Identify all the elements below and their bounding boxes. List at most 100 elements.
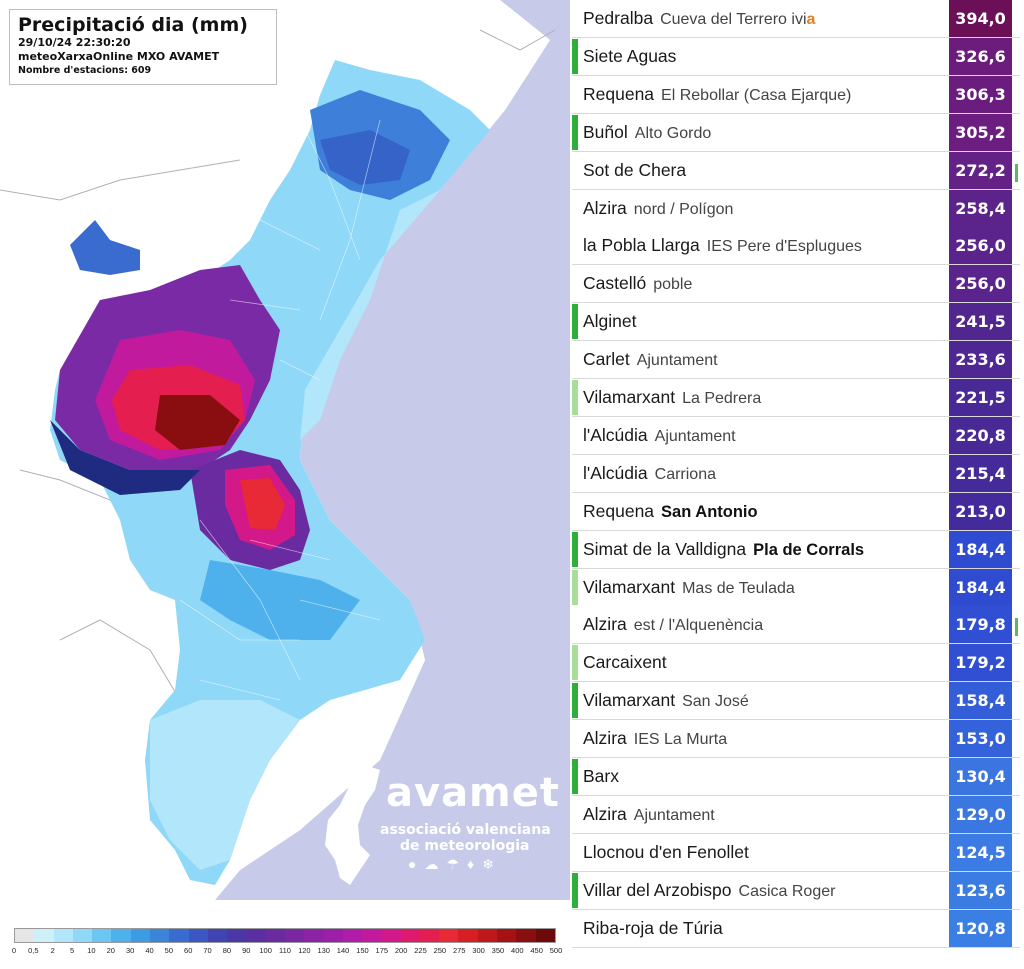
station-name: Carcaixent <box>583 644 667 681</box>
precipitation-value: 130,4 <box>949 758 1012 795</box>
station-place: Llocnou d'en Fenollet <box>583 841 749 862</box>
row-side-marker <box>572 190 578 226</box>
legend-label: 10 <box>87 946 96 955</box>
station-place: Alzira <box>583 197 627 218</box>
station-name: Alzira est / l'Alquenència <box>583 606 763 643</box>
legend-swatch <box>477 929 498 942</box>
station-place: Alzira <box>583 614 627 635</box>
station-place: Requena <box>583 500 655 521</box>
legend-swatch <box>342 929 363 942</box>
station-name: Requena San Antonio <box>583 493 758 530</box>
logo-subtitle-2: de meteorologia <box>400 838 530 854</box>
station-place: Castelló <box>583 273 647 294</box>
ranking-row: Requena El Rebollar (Casa Ejarque) 306,3 <box>572 75 1020 114</box>
station-name: Vilamarxant Mas de Teulada <box>583 569 795 606</box>
legend-label: 250 <box>433 946 447 955</box>
station-place: Carlet <box>583 349 630 370</box>
rain-icon: ☂ <box>446 856 468 872</box>
ranking-row: Riba-roja de Túria 120,8 <box>572 909 1020 948</box>
ranking-row: la Pobla Llarga IES Pere d'Esplugues 256,0 <box>572 227 1020 266</box>
south-mid-blue <box>200 560 360 640</box>
snow-icon: ❄ <box>482 856 502 872</box>
legend-swatch <box>381 929 401 942</box>
precipitation-value: 258,4 <box>949 189 1012 227</box>
legend-swatch <box>246 929 266 942</box>
row-right-marker <box>1015 163 1018 182</box>
station-sublocation: IES La Murta <box>633 731 728 749</box>
station-name: Barx <box>583 758 619 795</box>
legend-label: 50 <box>164 946 174 955</box>
station-place: l'Alcúdia <box>583 462 648 483</box>
weather-icons: ●☁☂♦❄ <box>408 856 502 873</box>
ademuz-exclave <box>70 220 140 275</box>
logo-subtitle-1: associació valenciana <box>380 822 551 838</box>
precipitation-value: 123,6 <box>949 871 1012 909</box>
valencia-silhouette-icon <box>325 765 380 885</box>
station-sublocation: Cueva del Terrero ivia <box>660 11 816 28</box>
station-name: Riba-roja de Túria <box>583 910 723 947</box>
row-side-marker <box>572 834 578 870</box>
ranking-row: l'Alcúdia Carriona 215,4 <box>572 454 1020 493</box>
legend-swatch <box>188 929 208 942</box>
station-sublocation: Alto Gordo <box>634 124 712 142</box>
station-name: Alzira IES La Murta <box>583 720 727 757</box>
ranking-row: Alzira est / l'Alquenència 179,8 <box>572 606 1020 645</box>
avamet-logo: avamet associació valenciana de meteorol… <box>320 760 560 890</box>
station-place: Riba-roja de Túria <box>583 917 723 938</box>
legend-label: 100 <box>259 946 272 955</box>
station-place: Alzira <box>583 803 627 824</box>
station-sublocation: poble <box>653 276 693 294</box>
precipitation-value: 158,4 <box>949 682 1012 720</box>
station-place: Simat de la Valldigna <box>583 538 747 559</box>
ranking-row: Vilamarxant La Pedrera 221,5 <box>572 379 1020 417</box>
precipitation-value: 215,4 <box>949 454 1012 492</box>
station-name: Alginet <box>583 303 637 340</box>
row-side-marker <box>572 531 578 567</box>
row-side-marker <box>572 721 578 757</box>
legend-label: 40 <box>145 946 154 955</box>
coastal-light <box>300 190 440 440</box>
legend-swatch <box>15 929 35 942</box>
legend-swatch <box>72 929 93 942</box>
station-place: Buñol <box>583 121 628 142</box>
precipitation-value: 306,3 <box>949 75 1012 113</box>
legend-swatch <box>207 929 228 942</box>
station-sublocation: Ajuntament <box>633 806 715 824</box>
north-blue-core <box>320 130 410 185</box>
station-sublocation-accent: a <box>806 11 816 28</box>
legend-color-bar <box>14 928 556 943</box>
legend-label: 175 <box>375 946 389 955</box>
legend-label: 300 <box>472 946 485 955</box>
station-sublocation: est / l'Alquenència <box>633 617 764 635</box>
legend-swatch <box>400 929 420 942</box>
precipitation-value: 153,0 <box>949 720 1012 758</box>
map-station-count: Nombre d'estacions: 609 <box>18 65 152 76</box>
legend-swatch <box>419 929 440 942</box>
row-side-marker <box>572 38 578 74</box>
station-name: Villar del Arzobispo Casica Roger <box>583 872 835 909</box>
ranking-row: Requena San Antonio 213,0 <box>572 492 1020 531</box>
precipitation-value: 256,0 <box>949 265 1012 303</box>
municipal-borders <box>179 119 381 701</box>
ranking-row: Buñol Alto Gordo 305,2 <box>572 113 1020 152</box>
ranking-row: Alzira Ajuntament 129,0 <box>572 795 1020 834</box>
station-sublocation: IES Pere d'Esplugues <box>706 238 862 256</box>
ranking-row: Simat de la Valldigna Pla de Corrals 184,4 <box>572 530 1020 569</box>
color-legend: 0 0,5 2 5 10 20 30 40 50 60 70 80 90 100 110 120 130 140 1… <box>12 928 562 960</box>
legend-swatch <box>53 929 73 942</box>
row-side-marker <box>572 342 578 378</box>
row-side-marker <box>572 493 578 529</box>
west-navy-strip <box>50 420 200 495</box>
neighbour-border <box>0 29 556 701</box>
precipitation-value: 124,5 <box>949 833 1012 871</box>
precipitation-value: 272,2 <box>949 151 1012 189</box>
ranking-row: Llocnou d'en Fenollet 124,5 <box>572 833 1020 872</box>
row-side-marker <box>572 796 578 832</box>
map-canvas <box>0 0 570 900</box>
legend-swatch <box>323 929 343 942</box>
row-side-marker <box>572 114 578 150</box>
legend-label: 0,5 <box>28 946 39 955</box>
ranking-row: Sot de Chera 272,2 <box>572 151 1020 190</box>
station-sublocation: Ajuntament <box>654 427 736 445</box>
station-place: Sot de Chera <box>583 159 687 180</box>
